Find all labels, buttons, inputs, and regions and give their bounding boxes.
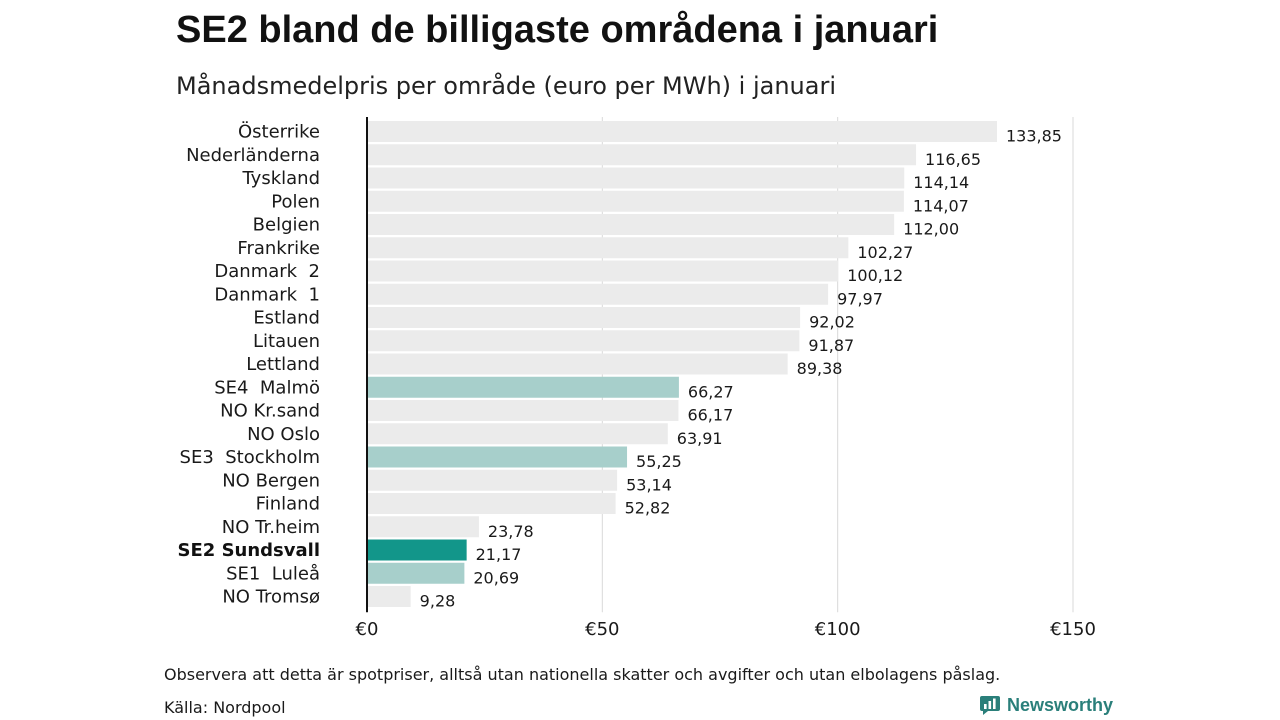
category-label: Nederländerna — [186, 145, 320, 166]
value-label: 114,07 — [913, 196, 969, 215]
bars — [367, 121, 997, 607]
category-label: NO Kr.sand — [220, 401, 320, 422]
value-label: 21,17 — [476, 545, 522, 564]
bar — [367, 586, 411, 607]
category-label: NO Bergen — [222, 470, 320, 491]
value-labels: 133,85 116,65 114,14 114,07 112,00 102,27 100,… — [420, 127, 1062, 611]
value-label: 20,69 — [473, 568, 519, 587]
value-label: 66,17 — [687, 406, 733, 425]
value-label: 116,65 — [925, 150, 981, 169]
value-label: 112,00 — [903, 220, 959, 239]
value-label: 92,02 — [809, 313, 855, 332]
category-label: SE3 Stockholm — [180, 447, 320, 468]
category-label: SE4 Malmö — [214, 377, 320, 398]
source-note: Källa: Nordpool — [164, 698, 286, 717]
category-label: Belgien — [253, 215, 320, 236]
category-label: SE2 Sundsvall — [178, 540, 320, 561]
bar — [367, 121, 997, 142]
category-label: Finland — [256, 494, 320, 515]
chart-title: SE2 bland de billigaste områdena i janua… — [176, 9, 939, 51]
bar — [367, 376, 679, 398]
bar — [367, 539, 467, 561]
bar — [367, 167, 905, 189]
brand-name: Newsworthy — [1007, 694, 1114, 715]
value-label: 133,85 — [1006, 127, 1062, 146]
category-label: Polen — [271, 191, 320, 212]
bar — [367, 260, 839, 282]
category-label: Tyskland — [241, 168, 320, 189]
bar — [367, 423, 668, 445]
value-label: 52,82 — [625, 499, 671, 518]
category-label: Estland — [253, 308, 320, 329]
category-label: NO Oslo — [247, 424, 320, 445]
category-label: Danmark 2 — [214, 261, 320, 282]
category-label: Danmark 1 — [214, 284, 320, 305]
bar — [367, 400, 679, 421]
x-tick-label: €100 — [815, 619, 861, 640]
bar — [367, 353, 788, 375]
brand-logo: Newsworthy — [979, 694, 1113, 716]
bar — [367, 144, 917, 166]
bar — [367, 214, 895, 235]
value-label: 97,97 — [837, 289, 883, 308]
value-label: 53,14 — [626, 475, 672, 494]
category-label: NO Tr.heim — [222, 517, 320, 538]
value-label: 89,38 — [797, 359, 843, 378]
bar — [367, 190, 904, 212]
footnote: Observera att detta är spotpriser, allts… — [164, 665, 1001, 684]
category-label: Frankrike — [237, 238, 320, 259]
value-label: 114,14 — [913, 173, 969, 192]
category-label: Litauen — [253, 331, 320, 352]
x-tick-label: €50 — [585, 619, 619, 640]
x-axis-ticks: €0 €50 €100 €150 — [356, 619, 1096, 640]
value-label: 9,28 — [420, 592, 456, 611]
bar — [367, 516, 479, 538]
value-label: 100,12 — [847, 266, 903, 285]
category-label: Österrike — [238, 121, 320, 143]
value-label: 102,27 — [857, 243, 913, 262]
newsworthy-logo-icon — [980, 696, 1000, 715]
x-tick-label: €150 — [1050, 619, 1096, 640]
value-label: 55,25 — [636, 452, 682, 471]
bar — [367, 237, 849, 259]
chart-subtitle: Månadsmedelpris per område (euro per MWh… — [176, 72, 837, 100]
value-label: 23,78 — [488, 522, 534, 541]
bar — [367, 330, 800, 352]
bar — [367, 562, 465, 584]
x-tick-label: €0 — [356, 619, 379, 640]
bar — [367, 307, 801, 328]
category-label: NO Tromsø — [222, 587, 320, 608]
bar — [367, 283, 829, 305]
bar — [367, 469, 618, 491]
category-label: SE1 Luleå — [226, 563, 320, 584]
value-label: 66,27 — [688, 382, 734, 401]
bar — [367, 446, 628, 468]
bar — [367, 493, 616, 514]
category-label: Lettland — [246, 354, 320, 375]
value-label: 91,87 — [808, 336, 854, 355]
value-label: 63,91 — [677, 429, 723, 448]
